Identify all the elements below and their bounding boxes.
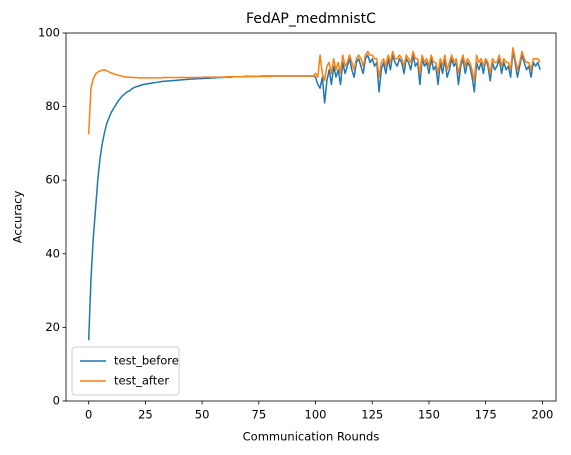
axes-frame [65, 32, 557, 402]
legend-box [71, 346, 180, 396]
y-axis-label: Accuracy [11, 191, 25, 244]
y-tick-label: 60 [45, 173, 60, 187]
chart-title: FedAP_medmnistC [246, 11, 376, 27]
legend-label: test_before [114, 354, 179, 368]
x-tick-label: 175 [475, 408, 497, 422]
x-axis-label: Communication Rounds [243, 430, 380, 444]
y-tick-label: 100 [38, 26, 60, 40]
x-tick-label: 75 [252, 408, 267, 422]
y-tick-label: 20 [45, 320, 60, 334]
y-tick-label: 40 [45, 246, 60, 260]
x-tick-label: 125 [361, 408, 383, 422]
x-tick-label: 50 [195, 408, 210, 422]
line-series [87, 46, 541, 135]
x-tick-label: 0 [85, 408, 92, 422]
y-tick-label: 0 [53, 394, 60, 408]
x-tick-label: 150 [418, 408, 440, 422]
legend-label: test_after [114, 374, 169, 388]
line-series [87, 50, 541, 341]
x-tick-label: 200 [531, 408, 553, 422]
x-tick-label: 100 [305, 408, 327, 422]
y-tick-label: 80 [45, 99, 60, 113]
x-tick-label: 25 [138, 408, 153, 422]
